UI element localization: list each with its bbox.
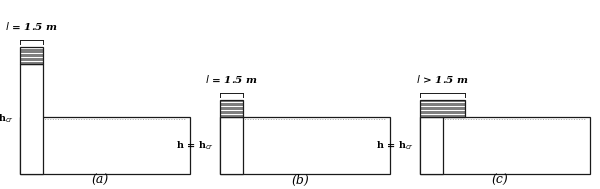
Bar [420, 100, 465, 117]
Bar [420, 117, 590, 174]
Bar [220, 117, 243, 174]
Text: $l$ = 1.5 m: $l$ = 1.5 m [205, 73, 258, 85]
Bar [20, 47, 43, 64]
Text: (b): (b) [291, 174, 309, 187]
Text: h = h$_{cr}$: h = h$_{cr}$ [376, 139, 414, 152]
Text: $l$ = 1.5 m: $l$ = 1.5 m [5, 20, 58, 32]
Bar [20, 64, 43, 174]
Text: h = h$_{cr}$: h = h$_{cr}$ [176, 139, 214, 152]
Text: (a): (a) [91, 174, 109, 187]
Bar [220, 117, 390, 174]
Text: h > h$_{cr}$: h > h$_{cr}$ [0, 113, 14, 125]
Text: (c): (c) [491, 174, 508, 187]
Bar [220, 100, 243, 117]
Bar [420, 117, 443, 174]
Text: $l$ > 1.5 m: $l$ > 1.5 m [416, 73, 469, 85]
Bar [20, 117, 190, 174]
